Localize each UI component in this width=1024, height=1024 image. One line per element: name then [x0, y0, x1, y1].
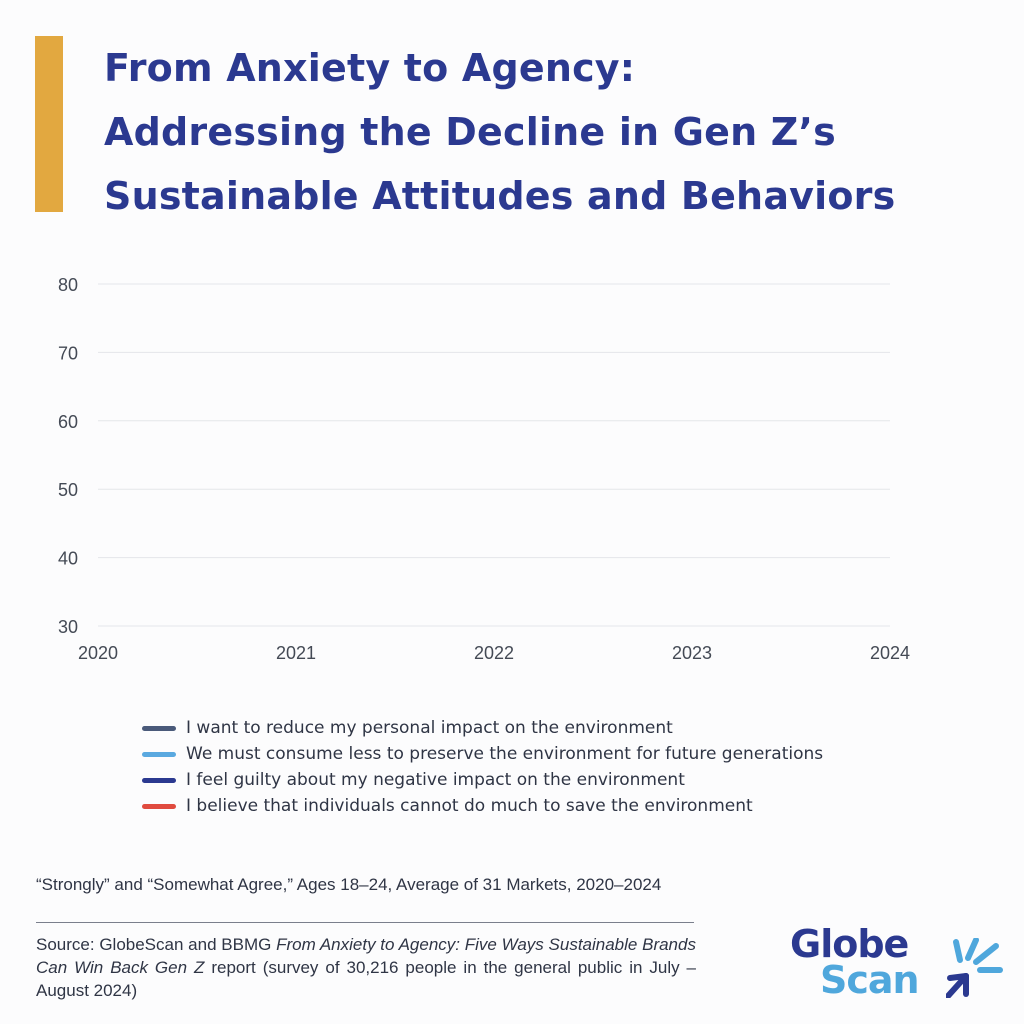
grid-lines	[98, 283, 890, 627]
legend-swatch	[142, 725, 176, 731]
source-citation: Source: GlobeScan and BBMG From Anxiety …	[36, 933, 696, 1002]
y-tick-label: 60	[58, 412, 78, 432]
legend-label: We must consume less to preserve the env…	[186, 744, 824, 764]
chart-note: “Strongly” and “Somewhat Agree,” Ages 18…	[36, 875, 662, 894]
legend-item: I believe that individuals cannot do muc…	[142, 793, 942, 819]
title-line-3: Sustainable Attitudes and Behaviors	[104, 174, 896, 218]
chart-legend: I want to reduce my personal impact on t…	[142, 715, 942, 819]
legend-item: We must consume less to preserve the env…	[142, 741, 942, 767]
y-tick-label: 40	[58, 549, 78, 569]
legend-label: I want to reduce my personal impact on t…	[186, 718, 673, 738]
x-tick-label: 2022	[474, 643, 514, 663]
chart-title: From Anxiety to Agency: Addressing the D…	[104, 36, 1004, 228]
y-tick-label: 70	[58, 343, 78, 363]
x-axis-ticks: 2020 2021 2022 2023 2024	[78, 643, 910, 663]
y-axis-ticks: 80 70 60 50 40 30	[58, 275, 78, 637]
legend-label: I feel guilty about my negative impact o…	[186, 770, 685, 790]
legend-swatch	[142, 803, 176, 809]
y-tick-label: 80	[58, 275, 78, 295]
legend-item: I feel guilty about my negative impact o…	[142, 767, 942, 793]
source-report-title: From Anxiety to Agency: Five Ways Sustai…	[36, 935, 696, 977]
x-tick-label: 2023	[672, 643, 712, 663]
logo-word-scan: Scan	[820, 958, 920, 1002]
legend-swatch	[142, 751, 176, 757]
x-tick-label: 2024	[870, 643, 910, 663]
title-line-2: Addressing the Decline in Gen Z’s	[104, 110, 836, 154]
title-line-1: From Anxiety to Agency:	[104, 46, 636, 90]
line-chart: 80 70 60 50 40 30 2020 2021 2022 2023 2024	[58, 275, 910, 663]
logo-word-globe: Globe	[790, 922, 909, 966]
globescan-logo: Globe Scan	[790, 922, 1010, 1006]
source-prefix: Source: GlobeScan and BBMG	[36, 935, 277, 954]
x-tick-label: 2021	[276, 643, 316, 663]
legend-label: I believe that individuals cannot do muc…	[186, 796, 753, 816]
divider	[36, 922, 694, 923]
x-tick-label: 2020	[78, 643, 118, 663]
y-tick-label: 50	[58, 480, 78, 500]
y-tick-label: 30	[58, 617, 78, 637]
globescan-burst-icon	[946, 938, 1003, 998]
source-suffix: report (survey of 30,216 people in the g…	[36, 958, 696, 1000]
legend-item: I want to reduce my personal impact on t…	[142, 715, 942, 741]
legend-swatch	[142, 777, 176, 783]
title-accent-bar	[35, 36, 63, 212]
